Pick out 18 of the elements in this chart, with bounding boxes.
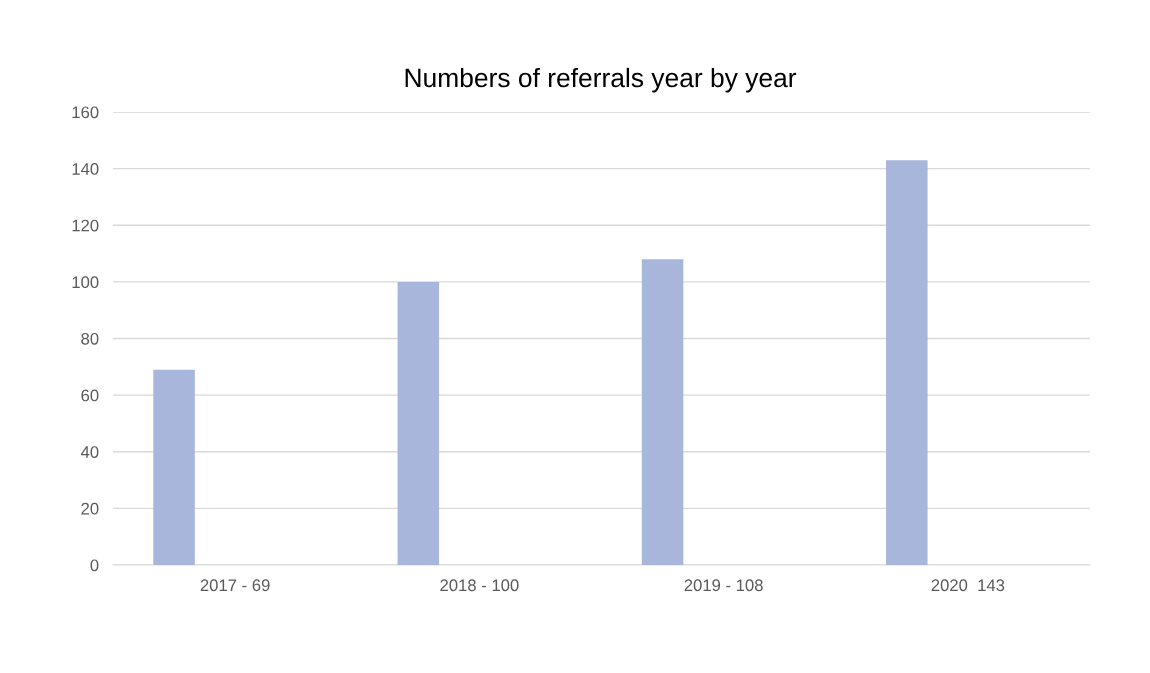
bar [153, 369, 195, 565]
y-tick-label: 40 [80, 446, 99, 458]
y-tick-label: 80 [81, 332, 99, 345]
bar [397, 281, 440, 565]
y-tick-label: 0 [90, 559, 99, 572]
y-tick-label: 20 [81, 502, 99, 515]
bar [641, 259, 684, 565]
y-tick-label: 100 [72, 276, 99, 289]
y-tick-label: 160 [72, 106, 99, 119]
x-tick-label: 2020 143 [931, 579, 1005, 592]
chart-title: Numbers of referrals year by year [405, 67, 797, 93]
y-tick-label: 60 [81, 389, 99, 402]
bar [886, 160, 928, 565]
x-tick-label: 2019 - 108 [684, 579, 763, 592]
x-tick-label: 2018 - 100 [440, 579, 519, 592]
y-tick-label: 140 [72, 163, 99, 175]
y-tick-label: 120 [72, 219, 99, 232]
x-tick-label: 2017 - 69 [200, 579, 270, 592]
